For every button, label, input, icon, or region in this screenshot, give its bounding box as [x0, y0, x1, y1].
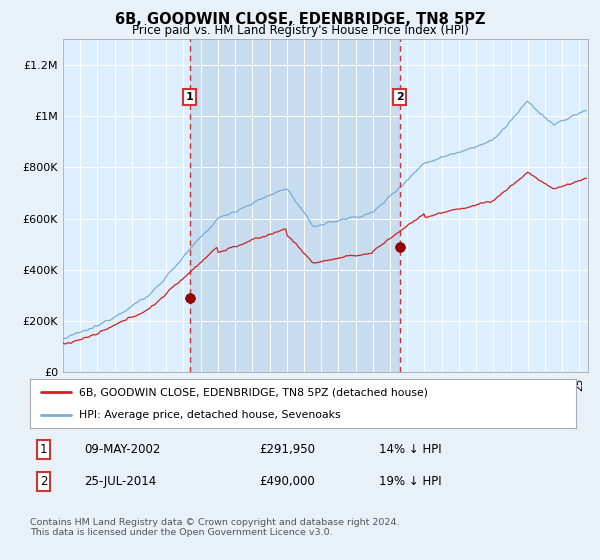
Text: 19% ↓ HPI: 19% ↓ HPI [379, 475, 442, 488]
Text: 2: 2 [396, 92, 404, 102]
Text: 2: 2 [40, 475, 47, 488]
Text: £490,000: £490,000 [259, 475, 315, 488]
Text: 6B, GOODWIN CLOSE, EDENBRIDGE, TN8 5PZ (detached house): 6B, GOODWIN CLOSE, EDENBRIDGE, TN8 5PZ (… [79, 388, 428, 398]
Text: 14% ↓ HPI: 14% ↓ HPI [379, 442, 442, 456]
Bar [190, 39, 400, 372]
Text: 09-MAY-2002: 09-MAY-2002 [85, 442, 161, 456]
Text: £291,950: £291,950 [259, 442, 316, 456]
Text: 1: 1 [186, 92, 194, 102]
Text: 25-JUL-2014: 25-JUL-2014 [85, 475, 157, 488]
Text: Price paid vs. HM Land Registry's House Price Index (HPI): Price paid vs. HM Land Registry's House … [131, 24, 469, 37]
Text: 1: 1 [40, 442, 47, 456]
Text: HPI: Average price, detached house, Sevenoaks: HPI: Average price, detached house, Seve… [79, 410, 341, 420]
Text: Contains HM Land Registry data © Crown copyright and database right 2024.
This d: Contains HM Land Registry data © Crown c… [30, 518, 400, 538]
Text: 6B, GOODWIN CLOSE, EDENBRIDGE, TN8 5PZ: 6B, GOODWIN CLOSE, EDENBRIDGE, TN8 5PZ [115, 12, 485, 27]
